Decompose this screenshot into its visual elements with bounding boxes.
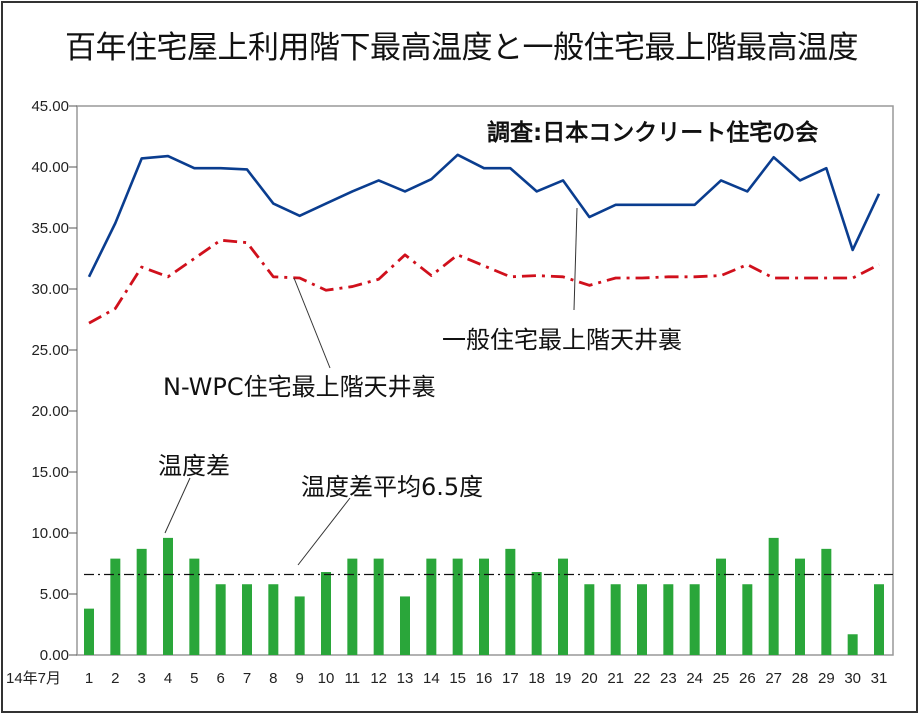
diff-bar: [742, 584, 753, 655]
diff-bar: [663, 584, 674, 655]
x-tick-label: 18: [528, 670, 545, 687]
x-tick-label: 22: [634, 670, 651, 687]
diff-bar: [531, 572, 542, 655]
x-tick-label: 17: [502, 670, 519, 687]
nwpc-leader: [293, 277, 331, 369]
diff-bar: [610, 584, 621, 655]
diff-bar: [84, 608, 94, 655]
x-tick-label: 24: [686, 670, 703, 687]
diff-bar: [294, 596, 305, 655]
x-tick-label: 26: [739, 670, 756, 687]
source-label: 調査:日本コンクリート住宅の会: [487, 119, 818, 146]
x-tick-label: 21: [607, 670, 624, 687]
diff-bar: [847, 634, 858, 655]
x-tick-label: 15: [449, 670, 466, 687]
general-line-label: 一般住宅最上階天井裏: [442, 326, 682, 354]
diff-bar: [689, 584, 700, 655]
series-lines: [84, 153, 893, 576]
x-tick-label: 4: [164, 670, 172, 687]
diff-bar: [110, 558, 121, 655]
y-tick-label: 25.00: [31, 342, 69, 359]
diff-bar: [426, 558, 437, 655]
y-tick-label: 20.00: [31, 403, 69, 420]
avg-leader: [297, 497, 351, 566]
x-tick-label: 31: [871, 670, 888, 687]
diff-bar: [452, 558, 463, 655]
annotation-leaders: [164, 207, 578, 566]
diff-bar: [479, 558, 489, 655]
x-tick-label: 27: [765, 670, 782, 687]
diff-bar: [584, 584, 595, 655]
y-tick-label: 40.00: [31, 159, 69, 176]
x-tick-label: 16: [476, 670, 493, 687]
x-tick-label: 10: [318, 670, 335, 687]
diff-avg-label: 温度差平均6.5度: [301, 473, 483, 501]
x-tick-label: 2: [111, 670, 119, 687]
diff-bar: [768, 537, 779, 655]
diff-bar: [821, 548, 832, 655]
chart-title: 百年住宅屋上利用階下最高温度と一般住宅最上階最高温度: [65, 30, 859, 66]
x-axis-prefix: 14年7月: [6, 670, 61, 687]
diff-bar: [558, 558, 568, 655]
x-tick-label: 8: [269, 670, 277, 687]
y-tick-label: 35.00: [31, 220, 69, 237]
x-tick-label: 5: [190, 670, 198, 687]
y-tick-label: 30.00: [31, 281, 69, 298]
x-tick-label: 11: [345, 670, 361, 687]
x-tick-label: 14: [423, 670, 440, 687]
diff-bar: [716, 558, 726, 655]
diff-bar: [189, 558, 200, 655]
x-tick-label: 12: [370, 670, 387, 687]
x-tick-label: 23: [660, 670, 677, 687]
diff-bars: [84, 537, 884, 655]
diff-bar: [795, 558, 805, 655]
x-tick-label: 19: [555, 670, 572, 687]
diff-bar: [505, 548, 516, 655]
diff-bar: [347, 558, 358, 655]
x-tick-label: 6: [216, 670, 224, 687]
x-tick-label: 20: [581, 670, 598, 687]
x-tick-label: 7: [243, 670, 251, 687]
x-tick-label: 13: [397, 670, 414, 687]
x-tick-label: 9: [295, 670, 303, 687]
y-tick-label: 5.00: [40, 586, 69, 603]
x-tick-label: 28: [792, 670, 809, 687]
x-tick-label: 25: [713, 670, 730, 687]
y-tick-label: 10.00: [31, 525, 69, 542]
diff-leader: [164, 477, 191, 534]
y-tick-label: 45.00: [31, 98, 69, 115]
x-tick-label: 29: [818, 670, 835, 687]
diff-bar: [637, 584, 647, 655]
nwpc-series-line: [88, 238, 880, 325]
diff-bar: [136, 548, 147, 655]
general-series-line: [87, 153, 881, 278]
x-tick-label: 30: [844, 670, 861, 687]
diff-bar: [400, 596, 410, 655]
diff-bar: [242, 584, 252, 655]
diff-bar: [268, 584, 279, 655]
diff-bar: [874, 584, 884, 655]
diff-bar: [321, 572, 331, 655]
x-tick-label: 3: [137, 670, 145, 687]
general-leader: [573, 207, 578, 311]
x-tick-label: 1: [85, 670, 93, 687]
diff-bars-label: 温度差: [158, 452, 230, 480]
nwpc-line-label: N-WPC住宅最上階天井裏: [163, 373, 436, 401]
diff-bar: [373, 558, 384, 655]
diff-bar: [163, 537, 173, 655]
diff-bar: [215, 584, 226, 655]
y-tick-label: 0.00: [40, 647, 69, 664]
y-tick-label: 15.00: [31, 464, 69, 481]
